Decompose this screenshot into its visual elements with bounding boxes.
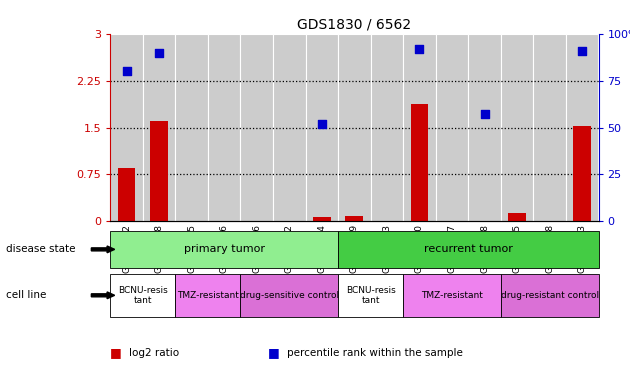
Bar — [110, 231, 338, 268]
Text: percentile rank within the sample: percentile rank within the sample — [287, 348, 462, 357]
Bar — [501, 34, 534, 221]
Bar — [370, 34, 403, 221]
Text: BCNU-resis
tant: BCNU-resis tant — [118, 286, 168, 305]
Bar — [175, 34, 208, 221]
Bar — [338, 274, 403, 317]
Text: recurrent tumor: recurrent tumor — [424, 244, 513, 254]
Text: TMZ-resistant: TMZ-resistant — [177, 291, 239, 300]
Bar — [150, 121, 168, 221]
Bar — [566, 34, 598, 221]
Text: log2 ratio: log2 ratio — [129, 348, 180, 357]
Text: primary tumor: primary tumor — [184, 244, 265, 254]
Bar — [208, 34, 241, 221]
Point — [415, 46, 425, 52]
Bar — [468, 34, 501, 221]
Point — [154, 50, 164, 55]
Text: drug-sensitive control: drug-sensitive control — [239, 291, 339, 300]
Text: drug-resistant control: drug-resistant control — [501, 291, 598, 300]
Bar — [241, 274, 338, 317]
Text: cell line: cell line — [6, 290, 47, 300]
Bar — [338, 34, 370, 221]
Point — [122, 68, 132, 74]
Bar — [118, 168, 135, 221]
Bar — [175, 274, 241, 317]
Point — [317, 121, 327, 127]
Text: disease state: disease state — [6, 244, 76, 254]
Bar — [573, 126, 591, 221]
Bar — [501, 274, 598, 317]
Bar — [110, 274, 175, 317]
Bar — [436, 34, 468, 221]
Text: TMZ-resistant: TMZ-resistant — [421, 291, 483, 300]
Bar — [306, 34, 338, 221]
Title: GDS1830 / 6562: GDS1830 / 6562 — [297, 17, 411, 31]
Bar — [508, 213, 526, 221]
Text: BCNU-resis
tant: BCNU-resis tant — [346, 286, 396, 305]
Point — [577, 48, 587, 54]
Bar — [110, 34, 143, 221]
Bar — [338, 231, 598, 268]
Point — [479, 111, 490, 117]
Bar — [273, 34, 306, 221]
Text: ■: ■ — [110, 346, 122, 359]
Bar — [534, 34, 566, 221]
Bar — [345, 216, 364, 221]
Bar — [403, 34, 436, 221]
Bar — [313, 217, 331, 221]
Bar — [411, 104, 428, 221]
Bar — [403, 274, 501, 317]
Text: ■: ■ — [268, 346, 280, 359]
Bar — [241, 34, 273, 221]
Bar — [143, 34, 175, 221]
